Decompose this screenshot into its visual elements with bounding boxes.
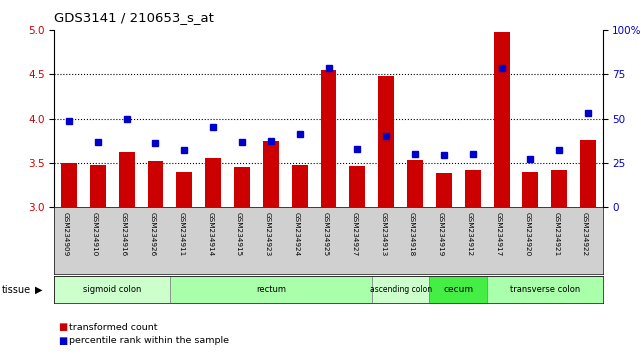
Bar — [349, 166, 365, 207]
Text: GSM234911: GSM234911 — [178, 212, 185, 257]
Text: transformed count: transformed count — [69, 323, 157, 332]
Text: GSM234915: GSM234915 — [236, 212, 242, 257]
Text: GSM234920: GSM234920 — [524, 212, 530, 257]
Bar — [170, 276, 372, 303]
Text: ▶: ▶ — [35, 285, 42, 295]
Bar — [522, 172, 538, 207]
Text: tissue: tissue — [1, 285, 30, 295]
Text: GSM234914: GSM234914 — [207, 212, 213, 257]
Text: GSM234913: GSM234913 — [380, 212, 386, 257]
Text: rectum: rectum — [256, 285, 286, 294]
Bar — [119, 152, 135, 207]
Text: GDS3141 / 210653_s_at: GDS3141 / 210653_s_at — [54, 11, 214, 24]
Bar — [429, 276, 487, 303]
Bar — [372, 276, 429, 303]
Text: GSM234925: GSM234925 — [322, 212, 328, 257]
Bar — [378, 76, 394, 207]
Text: GSM234918: GSM234918 — [409, 212, 415, 257]
Bar — [54, 276, 170, 303]
Text: GSM234927: GSM234927 — [351, 212, 358, 257]
Bar — [407, 160, 423, 207]
Bar — [292, 165, 308, 207]
Text: percentile rank within the sample: percentile rank within the sample — [69, 336, 229, 345]
Bar — [436, 173, 452, 207]
Bar — [465, 170, 481, 207]
Bar — [90, 165, 106, 207]
Text: ascending colon: ascending colon — [370, 285, 431, 294]
Text: GSM234916: GSM234916 — [121, 212, 127, 257]
Bar — [234, 167, 250, 207]
Text: sigmoid colon: sigmoid colon — [83, 285, 142, 294]
Bar — [147, 161, 163, 207]
Text: GSM234909: GSM234909 — [63, 212, 69, 257]
Text: transverse colon: transverse colon — [510, 285, 580, 294]
Text: GSM234917: GSM234917 — [495, 212, 501, 257]
Text: GSM234922: GSM234922 — [582, 212, 588, 257]
Text: GSM234924: GSM234924 — [294, 212, 299, 257]
Bar — [487, 276, 603, 303]
Text: ■: ■ — [58, 322, 67, 332]
Bar — [551, 170, 567, 207]
Bar — [263, 141, 279, 207]
Text: GSM234919: GSM234919 — [438, 212, 444, 257]
Text: ■: ■ — [58, 336, 67, 346]
Text: GSM234926: GSM234926 — [149, 212, 155, 257]
Bar — [61, 163, 77, 207]
Bar — [205, 158, 221, 207]
Text: GSM234923: GSM234923 — [265, 212, 271, 257]
Bar — [176, 172, 192, 207]
Text: GSM234912: GSM234912 — [467, 212, 472, 257]
Text: cecum: cecum — [444, 285, 473, 294]
Bar — [580, 140, 596, 207]
Text: GSM234921: GSM234921 — [553, 212, 559, 257]
Bar — [320, 70, 337, 207]
Bar — [494, 32, 510, 207]
Text: GSM234910: GSM234910 — [92, 212, 97, 257]
